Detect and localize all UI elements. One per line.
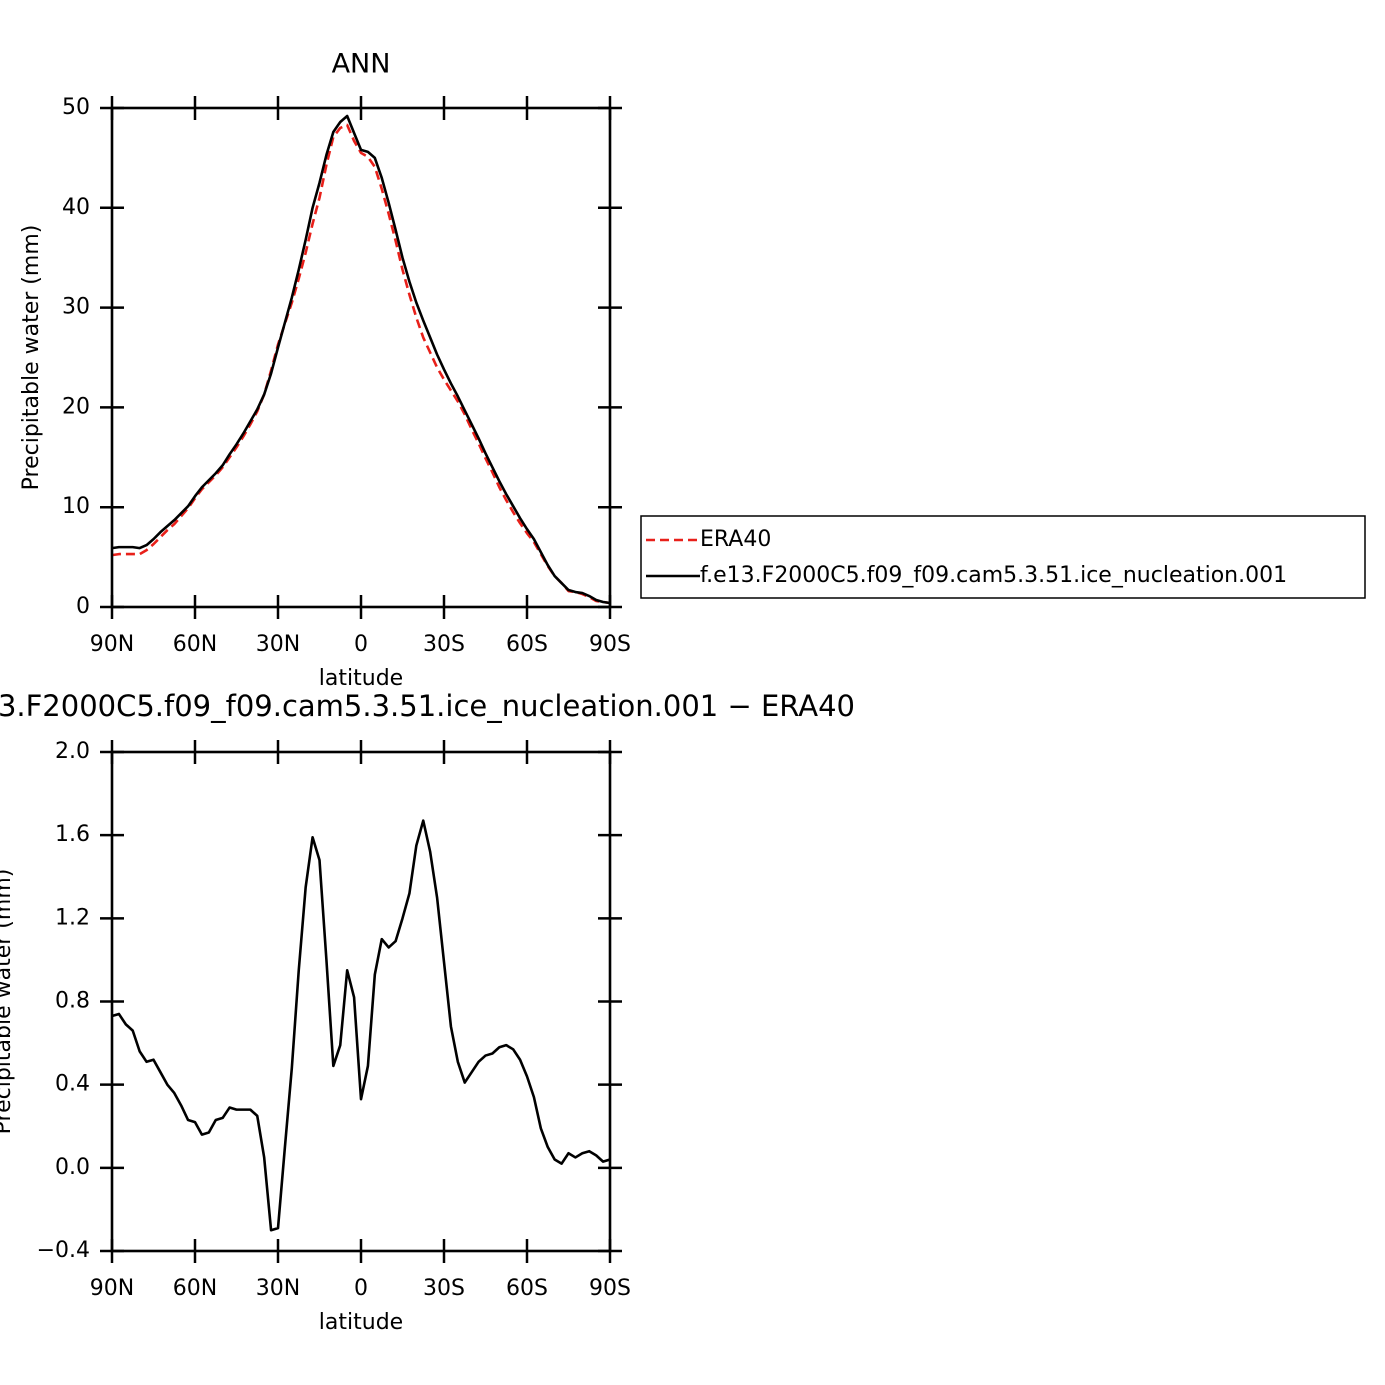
x-tick-label: 60S (506, 632, 548, 657)
x-tick-label: 90S (589, 632, 631, 657)
y-tick-label: 2.0 (55, 739, 90, 764)
x-axis-label: latitude (319, 1310, 403, 1335)
chart-title: f.e13.F2000C5.f09_f09.cam5.3.51.ice_nucl… (0, 689, 855, 723)
x-tick-label: 30N (256, 1276, 300, 1301)
x-tick-label: 60N (173, 1276, 217, 1301)
data-line (111, 819, 611, 1232)
x-tick-label: 30S (423, 632, 465, 657)
x-tick-label: 60S (506, 1276, 548, 1301)
y-axis-label: Precipitable water (mm) (19, 225, 44, 491)
y-tick-label: 1.6 (55, 822, 90, 847)
y-tick-label: 40 (62, 195, 90, 220)
x-tick-label: 30N (256, 632, 300, 657)
x-axis-label: latitude (319, 666, 403, 691)
x-tick-label: 60N (173, 632, 217, 657)
x-tick-label: 90N (90, 632, 134, 657)
legend-box (640, 515, 1366, 599)
x-tick-label: 30S (423, 1276, 465, 1301)
y-tick-label: 0.8 (55, 989, 90, 1014)
chart-title: ANN (332, 49, 391, 80)
legend-label: f.e13.F2000C5.f09_f09.cam5.3.51.ice_nucl… (700, 563, 1287, 588)
y-tick-label: −0.4 (37, 1238, 90, 1263)
data-line (111, 123, 611, 605)
y-tick-label: 30 (62, 295, 90, 320)
y-axis-label: Precipitable water (mm) (0, 869, 16, 1135)
legend-label: ERA40 (700, 527, 771, 552)
y-tick-label: 20 (62, 394, 90, 419)
y-tick-label: 50 (62, 95, 90, 120)
y-tick-label: 1.2 (55, 905, 90, 930)
y-tick-label: 0 (76, 594, 90, 619)
y-tick-label: 0.4 (55, 1072, 90, 1097)
y-tick-label: 0.0 (55, 1155, 90, 1180)
data-line (111, 114, 611, 605)
x-tick-label: 90N (90, 1276, 134, 1301)
x-tick-label: 0 (354, 1276, 368, 1301)
plot-frame (110, 106, 612, 609)
y-tick-label: 10 (62, 494, 90, 519)
plot-frame (110, 750, 612, 1253)
x-tick-label: 90S (589, 1276, 631, 1301)
x-tick-label: 0 (354, 632, 368, 657)
